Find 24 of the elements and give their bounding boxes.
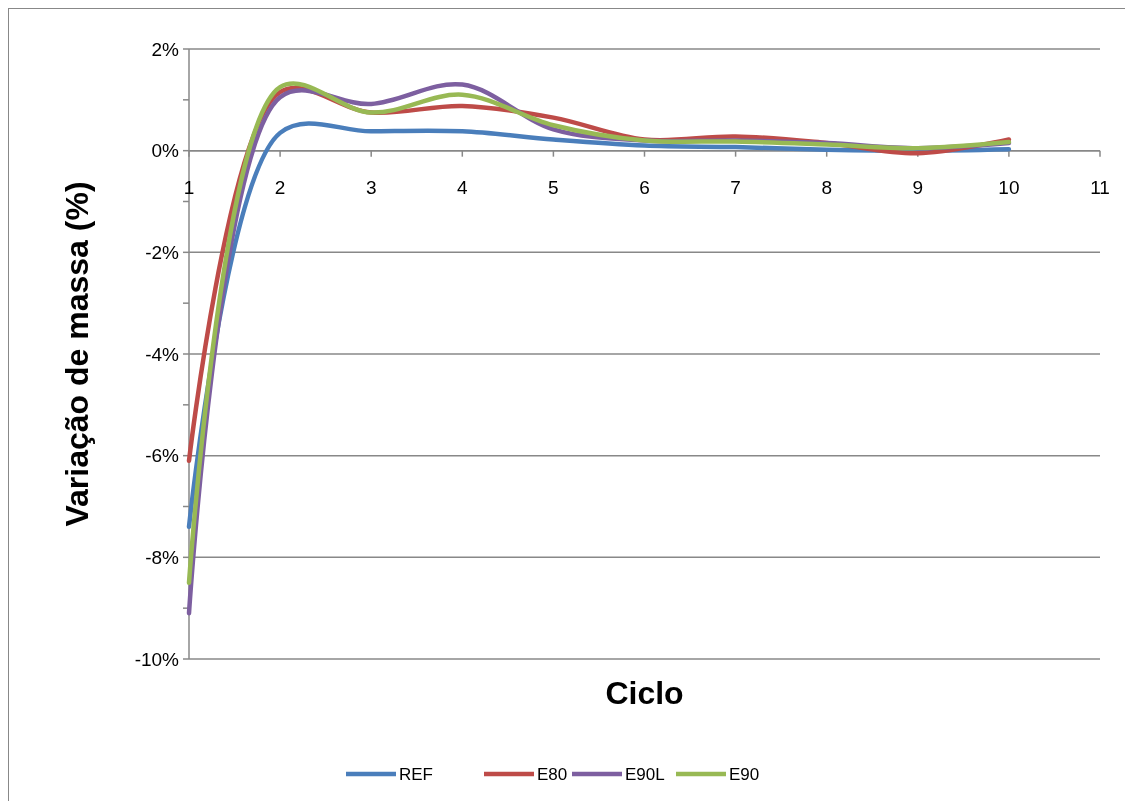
- legend-label: E90: [729, 764, 760, 784]
- x-axis-title: Ciclo: [605, 675, 684, 711]
- x-tick-label: 10: [998, 176, 1020, 198]
- x-tick-label: 11: [1090, 176, 1110, 198]
- x-tick-label: 8: [821, 176, 832, 198]
- y-tick-label: -4%: [145, 343, 180, 365]
- legend-label: E80: [537, 764, 568, 784]
- x-tick-label: 2: [274, 176, 286, 198]
- legend-label: REF: [399, 764, 433, 784]
- y-tick-label: -10%: [134, 648, 180, 670]
- x-tick-label: 6: [639, 176, 650, 198]
- y-tick-label: -2%: [145, 241, 180, 263]
- legend-label: E90L: [625, 764, 665, 784]
- x-tick-label: 9: [912, 176, 924, 198]
- x-tick-label: 3: [365, 176, 377, 198]
- y-tick-label: -6%: [145, 445, 180, 467]
- y-tick-label: -8%: [145, 546, 180, 568]
- x-tick-label: 5: [548, 176, 559, 198]
- x-tick-label: 7: [730, 176, 741, 198]
- y-tick-label: 2%: [151, 38, 180, 60]
- y-tick-label: 0%: [151, 140, 180, 162]
- x-tick-label: 4: [457, 176, 469, 198]
- x-tick-label: 1: [183, 176, 195, 198]
- y-axis-title: Variação de massa (%): [59, 181, 95, 527]
